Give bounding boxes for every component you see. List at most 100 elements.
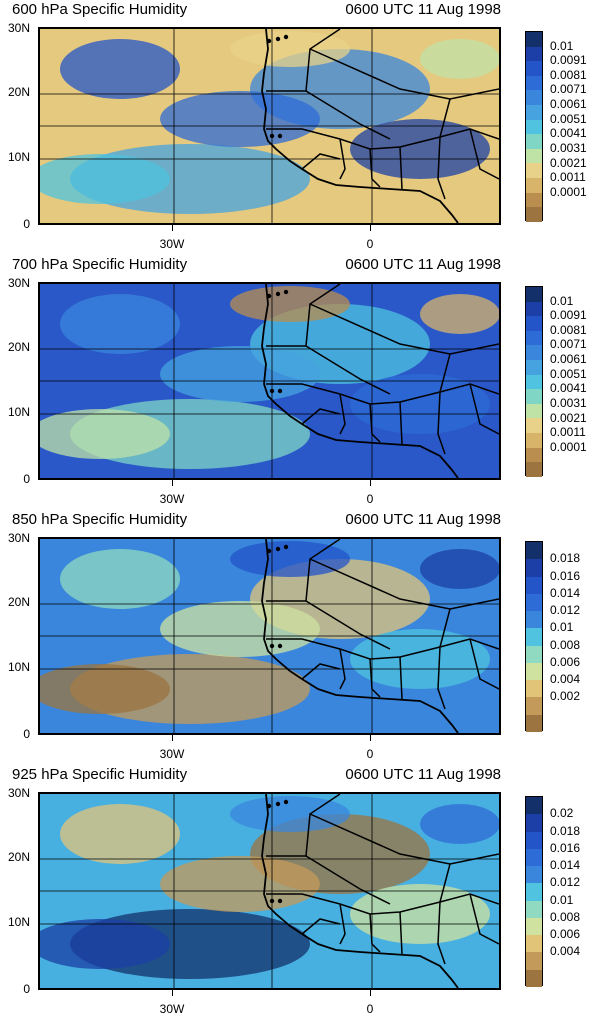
lon-label-30w: 30W [159, 747, 185, 761]
colorbar-label: 0.008 [550, 637, 581, 652]
colorbar-swatch [526, 969, 542, 987]
colorbar-swatch [526, 900, 542, 918]
colorbar-swatch [526, 163, 542, 179]
lat-label-0: 0 [23, 217, 30, 231]
lat-label-30n: 30N [7, 786, 30, 800]
lon-tick [172, 480, 173, 486]
colorbar-label: 0.014 [550, 585, 581, 600]
colorbar-label: 0.0001 [550, 184, 587, 199]
panel-title: 925 hPa Specific Humidity [12, 766, 188, 783]
colorbar-swatch [526, 645, 542, 663]
lat-label-10n: 10N [7, 915, 30, 929]
panel-700hpa: 700 hPa Specific Humidity 0600 UTC 11 Au… [0, 255, 600, 510]
colorbar-label: 0.0021 [550, 155, 587, 170]
lon-tick [370, 480, 371, 486]
colorbar-swatch [526, 576, 542, 594]
colorbar-label: 0.01 [550, 293, 574, 308]
colorbar-swatch [526, 935, 542, 953]
lon-label-0: 0 [366, 237, 374, 251]
lon-tick [172, 735, 173, 741]
lon-tick [370, 225, 371, 231]
colorbar-label: 0.0031 [550, 140, 587, 155]
panel-time: 0600 UTC 11 Aug 1998 [345, 766, 501, 783]
lon-tick [172, 990, 173, 996]
map-field [40, 284, 499, 478]
colorbar-label: 0.004 [550, 672, 581, 687]
colorbar-label: 0.0071 [550, 337, 587, 352]
colorbar-swatch [526, 119, 542, 135]
colorbar-label: 0.0051 [550, 366, 587, 381]
colorbar-label: 0.0091 [550, 308, 587, 323]
colorbar-label: 0.0041 [550, 126, 587, 141]
lat-label-10n: 10N [7, 405, 30, 419]
lat-label-0: 0 [23, 727, 30, 741]
panel-title: 850 hPa Specific Humidity [12, 511, 188, 528]
lon-label-0: 0 [366, 747, 374, 761]
lon-label-30w: 30W [159, 492, 185, 506]
colorbar-label: 0.018 [550, 823, 581, 838]
lon-tick [370, 990, 371, 996]
lat-label-20n: 20N [7, 85, 30, 99]
lon-label-30w: 30W [159, 1002, 185, 1016]
humidity-map [38, 27, 501, 225]
lat-label-10n: 10N [7, 150, 30, 164]
colorbar-swatch [526, 90, 542, 106]
colorbar-swatch [526, 433, 542, 448]
map-field [40, 794, 499, 988]
colorbar-label: 0.014 [550, 858, 581, 873]
colorbar-swatch [526, 714, 542, 732]
colorbar-label: 0.012 [550, 875, 581, 890]
colorbar-swatch [526, 680, 542, 698]
colorbar-label: 0.004 [550, 944, 581, 959]
lat-label-30n: 30N [7, 531, 30, 545]
lat-label-0: 0 [23, 982, 30, 996]
lat-label-20n: 20N [7, 340, 30, 354]
colorbar-swatch [526, 287, 542, 302]
colorbar [525, 541, 543, 732]
map-field [40, 29, 499, 223]
colorbar [525, 286, 543, 477]
colorbar-label: 0.0021 [550, 410, 587, 425]
colorbar-label: 0.01 [550, 38, 574, 53]
colorbar-swatch [526, 831, 542, 849]
colorbar-swatch [526, 866, 542, 884]
colorbar-label: 0.0001 [550, 439, 587, 454]
colorbar-swatch [526, 797, 542, 815]
humidity-map [38, 792, 501, 990]
colorbar-swatch [526, 403, 542, 419]
colorbar-swatch [526, 952, 542, 970]
lon-label-30w: 30W [159, 237, 185, 251]
lon-tick [172, 225, 173, 231]
colorbar-label: 0.0041 [550, 381, 587, 396]
colorbar-swatch [526, 134, 542, 149]
lat-label-0: 0 [23, 472, 30, 486]
colorbar-swatch [526, 345, 542, 361]
colorbar-label: 0.0051 [550, 111, 587, 126]
colorbar-label: 0.0061 [550, 352, 587, 367]
colorbar-swatch [526, 105, 542, 120]
colorbar-swatch [526, 360, 542, 375]
colorbar-label: 0.006 [550, 927, 581, 942]
colorbar-swatch [526, 148, 542, 164]
colorbar-label: 0.0061 [550, 97, 587, 112]
humidity-map [38, 282, 501, 480]
colorbar-label: 0.0081 [550, 67, 587, 82]
colorbar-swatch [526, 418, 542, 434]
colorbar-swatch [526, 389, 542, 404]
colorbar-swatch [526, 75, 542, 91]
panel-925hpa: 925 hPa Specific Humidity 0600 UTC 11 Au… [0, 765, 600, 1020]
colorbar-swatch [526, 917, 542, 936]
colorbar-swatch [526, 46, 542, 62]
colorbar-label: 0.012 [550, 603, 581, 618]
humidity-map [38, 537, 501, 735]
panel-850hpa: 850 hPa Specific Humidity 0600 UTC 11 Au… [0, 510, 600, 765]
panel-title: 600 hPa Specific Humidity [12, 1, 188, 18]
lon-tick [370, 735, 371, 741]
lat-label-20n: 20N [7, 595, 30, 609]
colorbar-swatch [526, 662, 542, 681]
colorbar-swatch [526, 192, 542, 208]
colorbar-label: 0.0031 [550, 395, 587, 410]
colorbar-swatch [526, 301, 542, 317]
colorbar-label: 0.0091 [550, 53, 587, 68]
colorbar-swatch [526, 611, 542, 629]
